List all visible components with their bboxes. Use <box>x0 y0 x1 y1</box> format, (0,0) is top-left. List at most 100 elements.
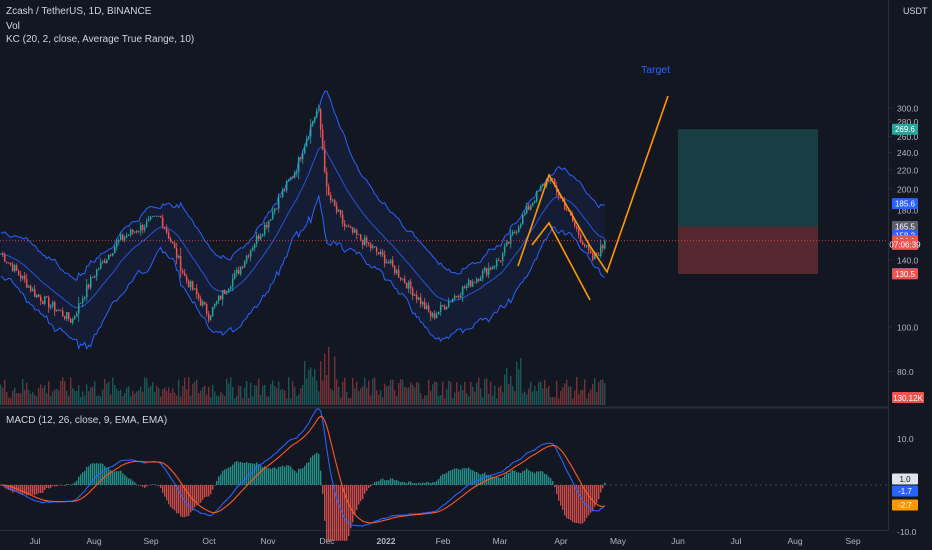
candle-body <box>98 268 100 270</box>
volume-bar <box>444 398 446 405</box>
macd-histogram-bar <box>456 468 458 485</box>
macd-histogram-bar <box>530 471 532 485</box>
macd-histogram-bar <box>74 482 76 485</box>
macd-histogram-bar <box>416 483 418 485</box>
volume-bar <box>332 390 334 405</box>
macd-histogram-bar <box>326 485 328 541</box>
candle-body <box>405 283 408 289</box>
volume-bar <box>402 379 404 405</box>
volume-bar <box>200 390 202 405</box>
macd-histogram-bar <box>574 485 576 523</box>
time-tick-label: Aug <box>787 536 802 546</box>
volume-bar <box>0 384 2 405</box>
volume-bar <box>450 381 452 405</box>
macd-histogram-bar <box>542 471 544 485</box>
macd-histogram-bar <box>54 485 56 487</box>
macd-histogram-bar <box>594 485 596 507</box>
candle-body <box>201 301 204 306</box>
macd-histogram-bar <box>328 485 330 541</box>
volume-bar <box>62 377 64 405</box>
macd-histogram-bar <box>580 485 582 524</box>
candle-body <box>139 224 142 232</box>
macd-histogram-bar <box>182 485 184 518</box>
macd-histogram-bar <box>236 461 238 485</box>
macd-histogram-bar <box>102 463 104 485</box>
candle-body <box>453 296 456 299</box>
macd-histogram-bar <box>366 485 368 491</box>
macd-histogram-bar <box>138 485 140 486</box>
macd-histogram-bar <box>448 471 450 485</box>
macd-histogram-bar <box>604 482 606 485</box>
volume-bar <box>536 391 538 405</box>
time-tick-label: Sep <box>143 536 158 546</box>
macd-histogram-bar <box>58 485 60 486</box>
volume-bar <box>142 391 144 405</box>
volume-bar <box>194 381 196 405</box>
candle-body <box>566 209 568 211</box>
macd-histogram-bar <box>190 485 192 513</box>
macd-histogram-bar <box>386 480 388 485</box>
macd-histogram-bar <box>288 465 290 485</box>
volume-bar <box>218 395 220 405</box>
macd-histogram-bar <box>424 483 426 485</box>
macd-histogram-bar <box>348 485 350 537</box>
candle-body <box>359 234 362 240</box>
candle-body <box>363 237 366 245</box>
macd-histogram-bar <box>324 485 326 521</box>
macd-histogram-bar <box>346 485 348 541</box>
candle-body <box>355 229 358 235</box>
macd-histogram-bar <box>586 485 588 518</box>
volume-label: 130.12K <box>893 394 923 403</box>
volume-bar <box>284 390 286 405</box>
candle-body <box>483 268 486 271</box>
macd-histogram-bar <box>554 485 556 487</box>
volume-bar <box>130 396 132 405</box>
volume-bar <box>98 395 100 405</box>
macd-histogram-bar <box>146 485 148 487</box>
volume-bar <box>458 391 460 405</box>
volume-bar <box>10 397 12 405</box>
volume-bar <box>126 387 128 405</box>
candle-body <box>181 270 184 273</box>
macd-histogram-bar <box>358 485 360 505</box>
candle-body <box>104 260 106 264</box>
macd-histogram-bar <box>94 463 96 485</box>
volume-bar <box>22 379 24 405</box>
volume-bar <box>570 386 572 405</box>
volume-bar <box>552 397 554 405</box>
candle-body <box>183 272 186 277</box>
volume-bar <box>484 378 486 405</box>
candle-body <box>311 121 314 126</box>
macd-histogram-bar <box>180 485 182 517</box>
candle-body <box>399 277 402 280</box>
macd-histogram-bar <box>266 467 268 485</box>
price-label: 165.5 <box>895 223 916 232</box>
candle-body <box>62 310 64 317</box>
volume-bar <box>120 389 122 405</box>
macd-histogram-bar <box>490 476 492 485</box>
candle-body <box>273 208 276 212</box>
macd-histogram-bar <box>110 470 112 485</box>
volume-bar <box>172 388 174 405</box>
volume-bar <box>366 387 368 405</box>
volume-bar <box>462 390 464 405</box>
macd-histogram-bar <box>198 485 200 504</box>
volume-bar <box>236 395 238 405</box>
volume-bar <box>234 398 236 405</box>
candle-body <box>461 286 464 296</box>
candle-body <box>501 253 504 262</box>
candle-body <box>66 312 68 319</box>
volume-bar <box>454 392 456 405</box>
macd-histogram-bar <box>212 485 214 490</box>
volume-bar <box>214 391 216 405</box>
candle-body <box>25 279 28 288</box>
macd-histogram-bar <box>444 473 446 485</box>
macd-histogram-bar <box>508 473 510 485</box>
macd-histogram-bar <box>154 484 156 485</box>
volume-bar <box>426 395 428 405</box>
candle-body <box>15 265 18 271</box>
macd-histogram-bar <box>234 462 236 485</box>
candle-body <box>341 214 344 224</box>
macd-histogram-bar <box>38 485 40 494</box>
